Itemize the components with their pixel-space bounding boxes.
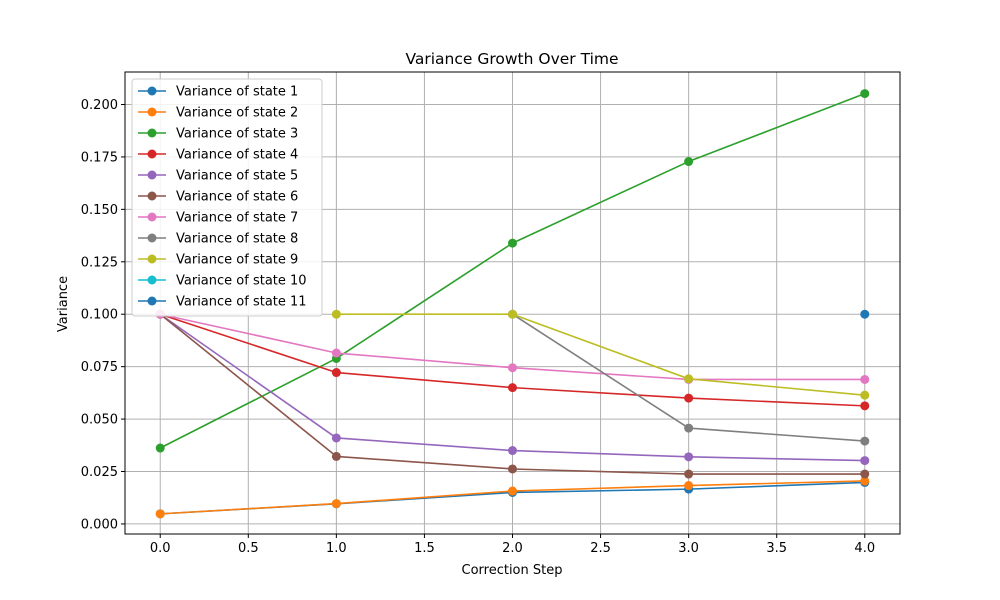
legend-label: Variance of state 11 bbox=[176, 295, 307, 310]
legend-label: Variance of state 5 bbox=[176, 169, 298, 184]
x-tick-label: 0.0 bbox=[150, 541, 171, 556]
series-11-point bbox=[860, 309, 870, 319]
series-6-point bbox=[331, 451, 341, 461]
legend-label: Variance of state 1 bbox=[176, 85, 298, 100]
series-2-point bbox=[684, 481, 694, 491]
legend-label: Variance of state 10 bbox=[176, 274, 307, 289]
chart-title: Variance Growth Over Time bbox=[405, 50, 618, 68]
legend-item: Variance of state 1 bbox=[138, 85, 298, 100]
series-9-point bbox=[684, 374, 694, 384]
y-tick-label: 0.150 bbox=[81, 203, 118, 218]
x-axis-label: Correction Step bbox=[462, 563, 563, 578]
legend: Variance of state 1 Variance of state 2 Va… bbox=[131, 78, 323, 317]
x-tick-label: 3.5 bbox=[766, 541, 787, 556]
legend-label: Variance of state 7 bbox=[176, 211, 298, 226]
series-2-point bbox=[331, 499, 341, 509]
y-tick-label: 0.000 bbox=[81, 517, 118, 532]
x-tick-label: 3.0 bbox=[678, 541, 699, 556]
series-4-point bbox=[860, 401, 870, 411]
series-2-point bbox=[508, 486, 517, 496]
series-9-point bbox=[331, 309, 341, 319]
y-tick-label: 0.175 bbox=[81, 150, 118, 165]
y-tick-label: 0.075 bbox=[81, 360, 118, 375]
legend-swatch-marker bbox=[147, 86, 157, 96]
legend-item: Variance of state 3 bbox=[138, 127, 298, 142]
legend-swatch-marker bbox=[147, 275, 157, 285]
series-9-line bbox=[336, 313, 865, 396]
y-tick-label: 0.025 bbox=[81, 465, 118, 480]
series-3-point bbox=[508, 238, 517, 248]
series-6-point bbox=[684, 469, 694, 479]
series-2-point bbox=[155, 509, 165, 519]
series-5-point bbox=[860, 456, 870, 466]
legend-label: Variance of state 6 bbox=[176, 190, 298, 205]
legend-swatch-marker bbox=[147, 233, 157, 243]
series-8-point bbox=[684, 423, 694, 433]
series-2-point bbox=[860, 476, 870, 486]
legend-item: Variance of state 2 bbox=[138, 106, 298, 121]
legend-swatch-marker bbox=[147, 170, 157, 180]
y-tick-label: 0.050 bbox=[81, 413, 118, 428]
legend-swatch-marker bbox=[147, 212, 157, 222]
x-tick-label: 0.5 bbox=[238, 541, 259, 556]
legend-label: Variance of state 4 bbox=[176, 148, 298, 163]
legend-item: Variance of state 11 bbox=[138, 295, 307, 310]
y-tick-label: 0.200 bbox=[81, 98, 118, 113]
series-4-point bbox=[331, 368, 341, 378]
series-7-point bbox=[860, 374, 870, 384]
series-3-point bbox=[155, 443, 165, 453]
legend-swatch-marker bbox=[147, 107, 157, 117]
x-tick-label: 2.5 bbox=[590, 541, 611, 556]
x-tick-label: 2.0 bbox=[502, 541, 523, 556]
series-4-point bbox=[508, 383, 517, 393]
axis-layer: 0.0 0.5 1.0 1.5 2.0 2.5 3.0 3.5 4.0 0.000 0.025 0.0… bbox=[81, 98, 875, 556]
legend-item: Variance of state 5 bbox=[138, 169, 298, 184]
legend-item: Variance of state 7 bbox=[138, 211, 298, 226]
legend-item: Variance of state 8 bbox=[138, 232, 298, 247]
series-layer bbox=[155, 89, 870, 519]
series-2 bbox=[155, 476, 870, 519]
legend-item: Variance of state 4 bbox=[138, 148, 298, 163]
legend-swatch-marker bbox=[147, 149, 157, 159]
series-7-point bbox=[508, 363, 517, 373]
legend-swatch-marker bbox=[147, 191, 157, 201]
legend-item: Variance of state 9 bbox=[138, 253, 298, 268]
x-tick-label: 4.0 bbox=[854, 541, 875, 556]
series-3-point bbox=[860, 89, 870, 99]
legend-swatch-marker bbox=[147, 254, 157, 264]
x-tick-label: 1.5 bbox=[414, 541, 435, 556]
series-7-point bbox=[331, 348, 341, 358]
legend-swatch-marker bbox=[147, 128, 157, 138]
series-9 bbox=[331, 309, 870, 400]
series-9-point bbox=[860, 390, 870, 400]
y-tick-label: 0.100 bbox=[81, 308, 118, 323]
y-tick-label: 0.125 bbox=[81, 255, 118, 270]
series-6-point bbox=[508, 464, 517, 474]
series-5-point bbox=[508, 446, 517, 456]
legend-label: Variance of state 3 bbox=[176, 127, 298, 142]
series-3-point bbox=[684, 157, 694, 167]
series-11 bbox=[860, 309, 870, 319]
x-tick-label: 1.0 bbox=[326, 541, 347, 556]
legend-item: Variance of state 10 bbox=[138, 274, 307, 289]
series-8-point bbox=[860, 436, 870, 446]
legend-item: Variance of state 6 bbox=[138, 190, 298, 205]
series-5-point bbox=[684, 452, 694, 462]
legend-swatch-marker bbox=[147, 296, 157, 306]
legend-label: Variance of state 2 bbox=[176, 106, 298, 121]
y-axis-label: Variance bbox=[56, 276, 71, 332]
series-6-point bbox=[860, 469, 870, 479]
series-9-point bbox=[508, 309, 517, 319]
series-3 bbox=[155, 89, 870, 453]
series-4-point bbox=[684, 393, 694, 403]
series-5-point bbox=[331, 433, 341, 443]
legend-label: Variance of state 9 bbox=[176, 253, 298, 268]
legend-label: Variance of state 8 bbox=[176, 232, 298, 247]
legend-box bbox=[131, 78, 323, 317]
